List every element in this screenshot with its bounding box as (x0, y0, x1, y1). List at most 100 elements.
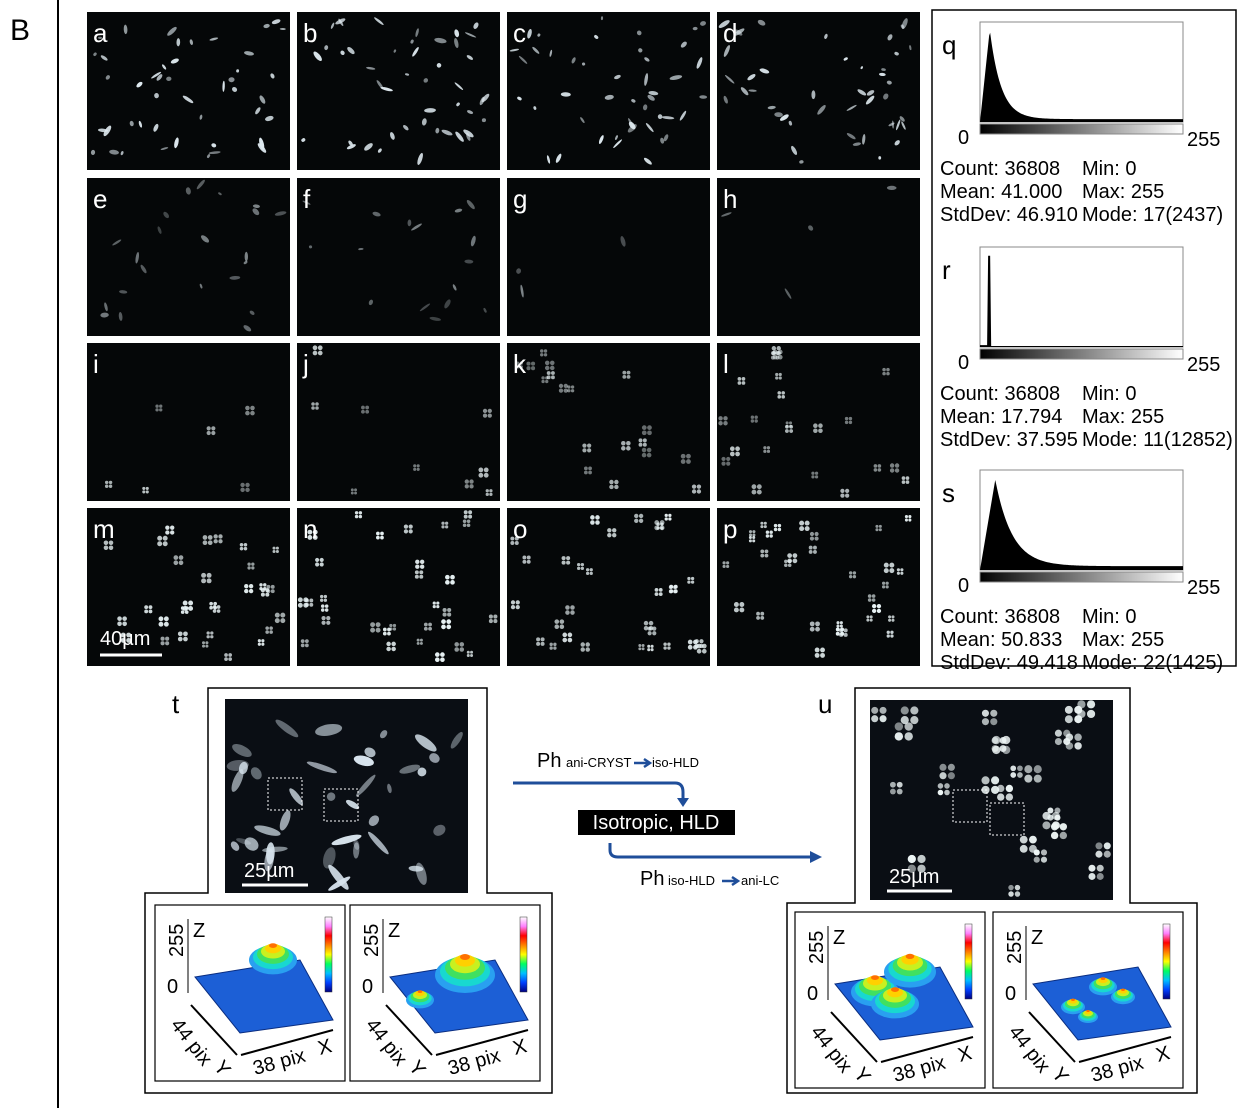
droplet-lobe (1074, 733, 1081, 740)
droplet-lobe (383, 632, 387, 636)
droplet-lobe (566, 561, 570, 565)
panel-letter: h (723, 184, 737, 214)
droplet-lobe (568, 633, 573, 638)
droplet-lobe (321, 616, 325, 620)
droplet-lobe (228, 657, 232, 661)
histogram-stat: Min: 0 (1082, 383, 1136, 405)
droplet-lobe (240, 488, 244, 492)
droplet-lobe (315, 558, 319, 562)
droplet-lobe (214, 534, 218, 538)
droplet-lobe (738, 377, 742, 381)
droplet-lobe (218, 534, 222, 538)
droplet-lobe (751, 419, 754, 422)
droplet-lobe (811, 475, 814, 478)
surface-peak (871, 975, 879, 980)
droplet-lobe (840, 621, 843, 624)
droplet-lobe (582, 448, 586, 452)
droplet-lobe (726, 462, 730, 466)
droplet-lobe (643, 438, 647, 442)
droplet-lobe (665, 514, 668, 517)
droplet-lobe (207, 431, 211, 435)
droplet-lobe (777, 391, 781, 395)
droplet-lobe (581, 567, 584, 570)
droplet-lobe (210, 635, 213, 638)
droplet-lobe (810, 621, 815, 626)
droplet-lobe (667, 642, 670, 645)
z-max: 255 (361, 924, 383, 957)
droplet-lobe (866, 615, 869, 618)
droplet-lobe (420, 560, 424, 564)
droplet-lobe (320, 558, 324, 562)
droplet-lobe (224, 657, 228, 661)
droplet-lobe (805, 526, 810, 531)
droplet-lobe (183, 601, 188, 606)
droplet-lobe (811, 472, 814, 475)
droplet-lobe (1060, 832, 1067, 839)
droplet-lobe (871, 715, 878, 722)
droplet-lobe (203, 540, 208, 545)
state-label: Isotropic, HLD (593, 812, 720, 834)
droplet-lobe (380, 536, 384, 540)
droplet-lobe (560, 619, 565, 624)
droplet-lobe (659, 588, 663, 592)
droplet-lobe (809, 546, 813, 550)
droplet-lobe (688, 645, 693, 650)
surface-peak (891, 987, 899, 992)
droplet-lobe (895, 468, 899, 472)
droplet-lobe (644, 621, 649, 626)
droplet-lobe (181, 610, 185, 614)
droplet-lobe (527, 556, 531, 560)
droplet-lobe (170, 530, 174, 534)
droplet-lobe (1000, 745, 1007, 752)
droplet-lobe (383, 628, 387, 632)
droplet-lobe (905, 732, 913, 740)
droplet-lobe (749, 539, 752, 542)
droplet-lobe (577, 563, 580, 566)
droplet-lobe (205, 645, 208, 648)
droplet-lobe (721, 462, 725, 466)
droplet-lobe (614, 480, 618, 484)
droplet-lobe (652, 631, 656, 635)
droplet-lobe (742, 381, 746, 385)
droplet-lobe (207, 578, 212, 583)
droplet-lobe (445, 522, 448, 525)
micrograph: l (717, 343, 920, 501)
droplet-lobe (888, 619, 891, 622)
droplet-lobe (890, 634, 893, 637)
droplet-lobe (387, 632, 391, 636)
droplet-lobe (493, 615, 497, 619)
droplet-lobe (809, 550, 813, 554)
droplet-lobe (751, 416, 754, 419)
droplet-lobe (247, 566, 250, 569)
droplet-lobe (391, 647, 396, 652)
droplet-lobe (259, 583, 262, 586)
droplet-lobe (478, 473, 483, 478)
droplet-lobe (389, 624, 392, 627)
droplet-lobe (1063, 738, 1070, 745)
droplet-lobe (1074, 742, 1081, 749)
droplet-lobe (688, 640, 693, 645)
surface-peak (460, 954, 470, 960)
droplet-lobe (693, 640, 698, 645)
droplet-lobe (522, 556, 526, 560)
arrow-head (677, 798, 689, 807)
droplet-lobe (681, 459, 686, 464)
surface-peak (906, 954, 915, 959)
droplet-lobe (687, 581, 690, 584)
droplet-lobe (249, 589, 253, 593)
droplet-lobe (559, 384, 563, 388)
droplet-lobe (626, 446, 631, 451)
droplet-lobe (1077, 710, 1085, 718)
crystal (658, 114, 663, 119)
histogram-stat: Mean: 50.833 (940, 629, 1062, 651)
droplet-lobe (789, 425, 793, 429)
droplet-lobe (587, 444, 591, 448)
droplet-lobe (420, 639, 423, 642)
droplet-lobe (1034, 857, 1040, 863)
droplet-lobe (647, 430, 652, 435)
droplet-lobe (609, 485, 613, 489)
droplet-lobe (203, 535, 208, 540)
panel-letter: g (513, 184, 527, 214)
droplet-lobe (789, 429, 793, 433)
z-min: 0 (807, 983, 818, 1005)
